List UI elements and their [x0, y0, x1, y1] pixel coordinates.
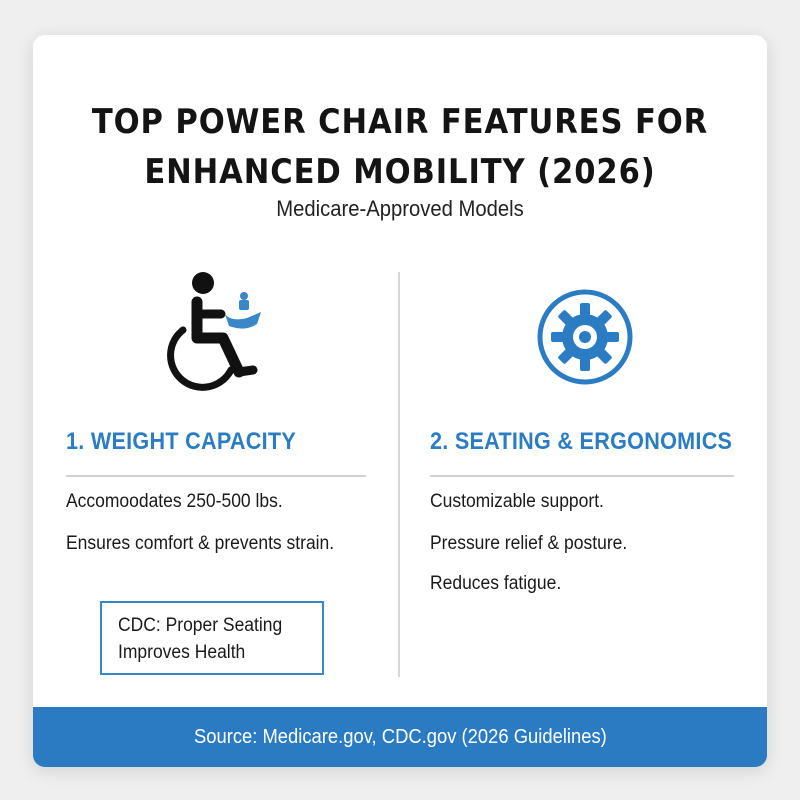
- feature-line: Ensures comfort & prevents strain.: [66, 533, 335, 554]
- gear-icon: [537, 289, 633, 385]
- wheelchair-icon: [167, 272, 261, 391]
- infographic-card: TOP POWER CHAIR FEATURES FOR ENHANCED MO…: [33, 35, 767, 767]
- source-text: Source: Medicare.gov, CDC.gov (2026 Guid…: [193, 725, 607, 748]
- heading-underline: [66, 475, 366, 477]
- cdc-callout-box: CDC: Proper Seating Improves Health: [100, 601, 324, 675]
- feature-line: Accomoodates 250-500 lbs.: [66, 491, 283, 512]
- callout-line: Improves Health: [118, 642, 246, 663]
- feature-heading: 2. SEATING & ERGONOMICS: [430, 428, 733, 455]
- page-title: TOP POWER CHAIR FEATURES FOR ENHANCED MO…: [91, 102, 709, 192]
- feature-heading: 1. WEIGHT CAPACITY: [66, 428, 297, 455]
- feature-line: Pressure relief & posture.: [430, 533, 628, 554]
- heading-underline: [430, 475, 734, 477]
- column-divider: [398, 272, 400, 677]
- source-footer: Source: Medicare.gov, CDC.gov (2026 Guid…: [33, 707, 767, 767]
- feature-line: Customizable support.: [430, 491, 604, 512]
- callout-line: CDC: Proper Seating: [118, 615, 283, 636]
- feature-line: Reduces fatigue.: [430, 573, 562, 594]
- page-subtitle: Medicare-Approved Models: [276, 196, 524, 221]
